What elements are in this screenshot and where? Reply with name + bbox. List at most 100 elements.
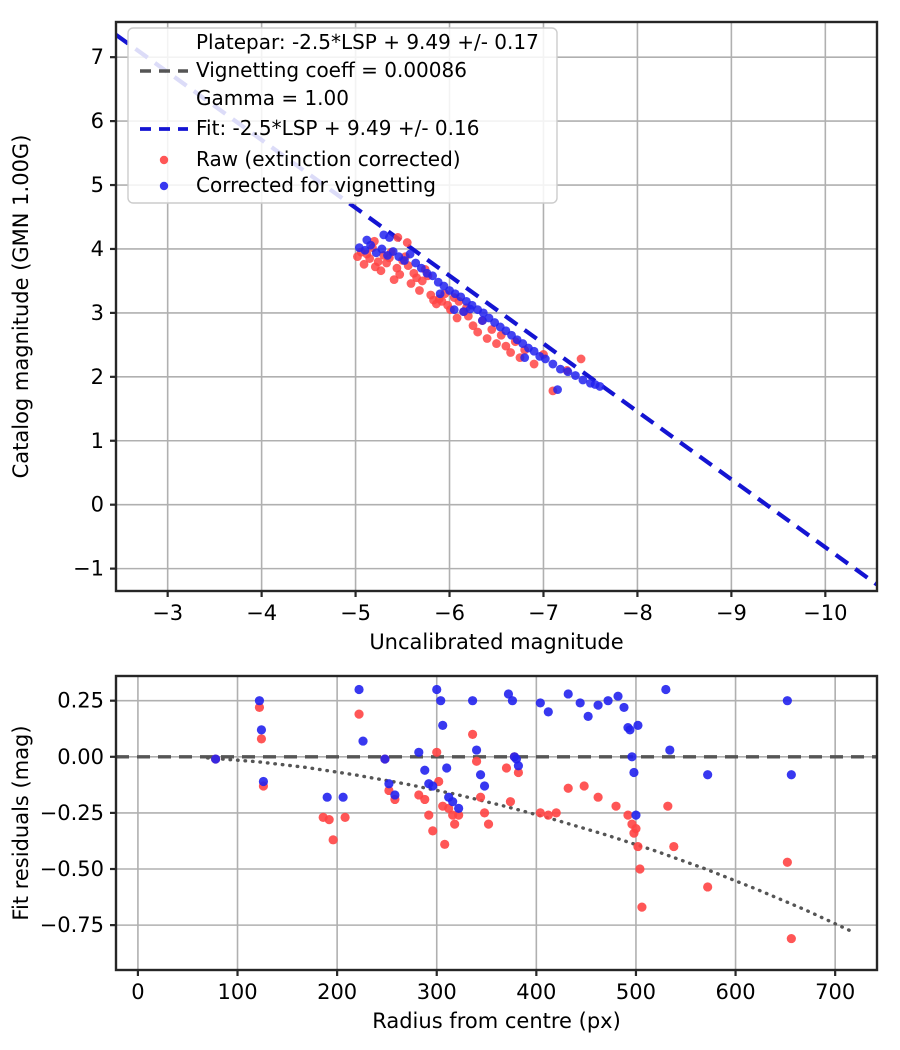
x-axis-title: Radius from centre (px) <box>372 1009 621 1033</box>
legend-label: Corrected for vignetting <box>196 173 436 197</box>
data-point <box>365 254 375 263</box>
y-tick-label: −0.50 <box>40 857 104 881</box>
x-tick-label: −3 <box>152 601 183 625</box>
data-point <box>575 698 585 708</box>
legend-entry: Gamma = 1.00 <box>196 86 349 110</box>
data-point <box>563 783 573 793</box>
data-point <box>414 747 424 757</box>
data-point <box>520 353 530 363</box>
data-point <box>529 359 539 369</box>
axes-magnitude-calibration: −3 −4 −5 −6 −7 −8 −9 −10−101234567Uncalibrated … <box>9 20 879 654</box>
data-point <box>444 803 454 814</box>
data-point <box>465 304 475 314</box>
data-point <box>405 249 415 259</box>
data-point <box>256 734 267 744</box>
data-point <box>627 752 637 762</box>
data-point <box>384 779 394 789</box>
data-point <box>479 808 490 818</box>
data-point <box>613 691 623 701</box>
data-point <box>623 810 633 820</box>
y-tick-label: 7 <box>91 45 104 69</box>
data-point <box>402 238 412 247</box>
data-point <box>467 696 478 706</box>
data-point <box>571 371 580 380</box>
data-point <box>625 725 635 735</box>
data-point <box>635 864 645 874</box>
x-tick-label: −7 <box>528 601 559 625</box>
data-point <box>631 824 641 834</box>
data-point <box>553 385 562 395</box>
data-point <box>563 689 573 699</box>
data-point <box>782 857 792 867</box>
data-point <box>389 275 399 285</box>
data-point <box>555 364 565 374</box>
legend-entry: Platepar: -2.5*LSP + 9.49 +/- 0.17 <box>196 30 539 54</box>
x-tick-label: −4 <box>246 601 277 625</box>
data-point <box>593 792 603 802</box>
data-point <box>786 770 796 780</box>
data-point <box>358 736 368 746</box>
data-point <box>377 244 387 254</box>
data-point <box>362 235 372 245</box>
data-point <box>703 882 713 892</box>
data-point <box>590 380 600 389</box>
data-point <box>471 745 482 755</box>
data-point <box>438 720 448 730</box>
data-point <box>483 819 494 829</box>
data-point <box>661 684 671 695</box>
data-point <box>579 781 589 791</box>
data-point <box>432 684 442 695</box>
data-point <box>424 810 434 820</box>
data-point <box>492 339 501 348</box>
x-axis-title: Uncalibrated magnitude <box>369 630 623 654</box>
data-point <box>478 308 488 318</box>
data-point <box>637 902 647 912</box>
legend-entry: Raw (extinction corrected) <box>159 147 461 171</box>
legend-entry: Corrected for vignetting <box>159 173 436 197</box>
legend-marker-dot-blue <box>159 181 169 191</box>
data-point <box>452 313 462 323</box>
axes-frame <box>114 674 879 972</box>
data-point <box>468 321 478 331</box>
data-point <box>420 765 430 775</box>
axes-frame <box>114 20 879 593</box>
data-point <box>475 770 486 780</box>
x-tick-label: −6 <box>434 601 465 625</box>
x-tick-label: 200 <box>317 980 357 1004</box>
x-tick-label: 600 <box>716 980 756 1004</box>
data-point <box>393 233 403 242</box>
data-point <box>503 689 514 699</box>
data-point <box>471 756 482 766</box>
data-point <box>450 819 460 829</box>
legend-marker-dot-red <box>159 155 169 165</box>
data-point <box>322 792 332 802</box>
data-point <box>254 702 265 713</box>
data-point <box>535 808 545 818</box>
data-point <box>629 767 639 778</box>
data-point <box>543 810 553 820</box>
data-point <box>507 696 518 706</box>
data-point <box>376 266 386 276</box>
x-tick-label: −10 <box>803 601 847 625</box>
data-point <box>482 334 492 343</box>
y-tick-label: 4 <box>91 237 104 261</box>
data-point <box>338 792 348 802</box>
legend-label: Raw (extinction corrected) <box>196 147 461 171</box>
data-point <box>782 696 792 706</box>
data-point <box>513 767 524 778</box>
legend-label: Vignetting coeff = 0.00086 <box>196 58 467 82</box>
data-point <box>665 745 675 755</box>
data-point <box>420 794 430 805</box>
data-point <box>563 367 573 377</box>
scatter-series-corrected <box>354 230 605 395</box>
y-axis-title: Catalog magnitude (GMN 1.00G) <box>9 135 33 479</box>
data-point <box>384 233 394 242</box>
data-point <box>475 792 486 802</box>
data-point <box>428 271 438 281</box>
data-point <box>603 696 613 706</box>
data-point <box>593 700 603 710</box>
x-tick-label: 500 <box>616 980 656 1004</box>
data-point <box>354 709 364 719</box>
